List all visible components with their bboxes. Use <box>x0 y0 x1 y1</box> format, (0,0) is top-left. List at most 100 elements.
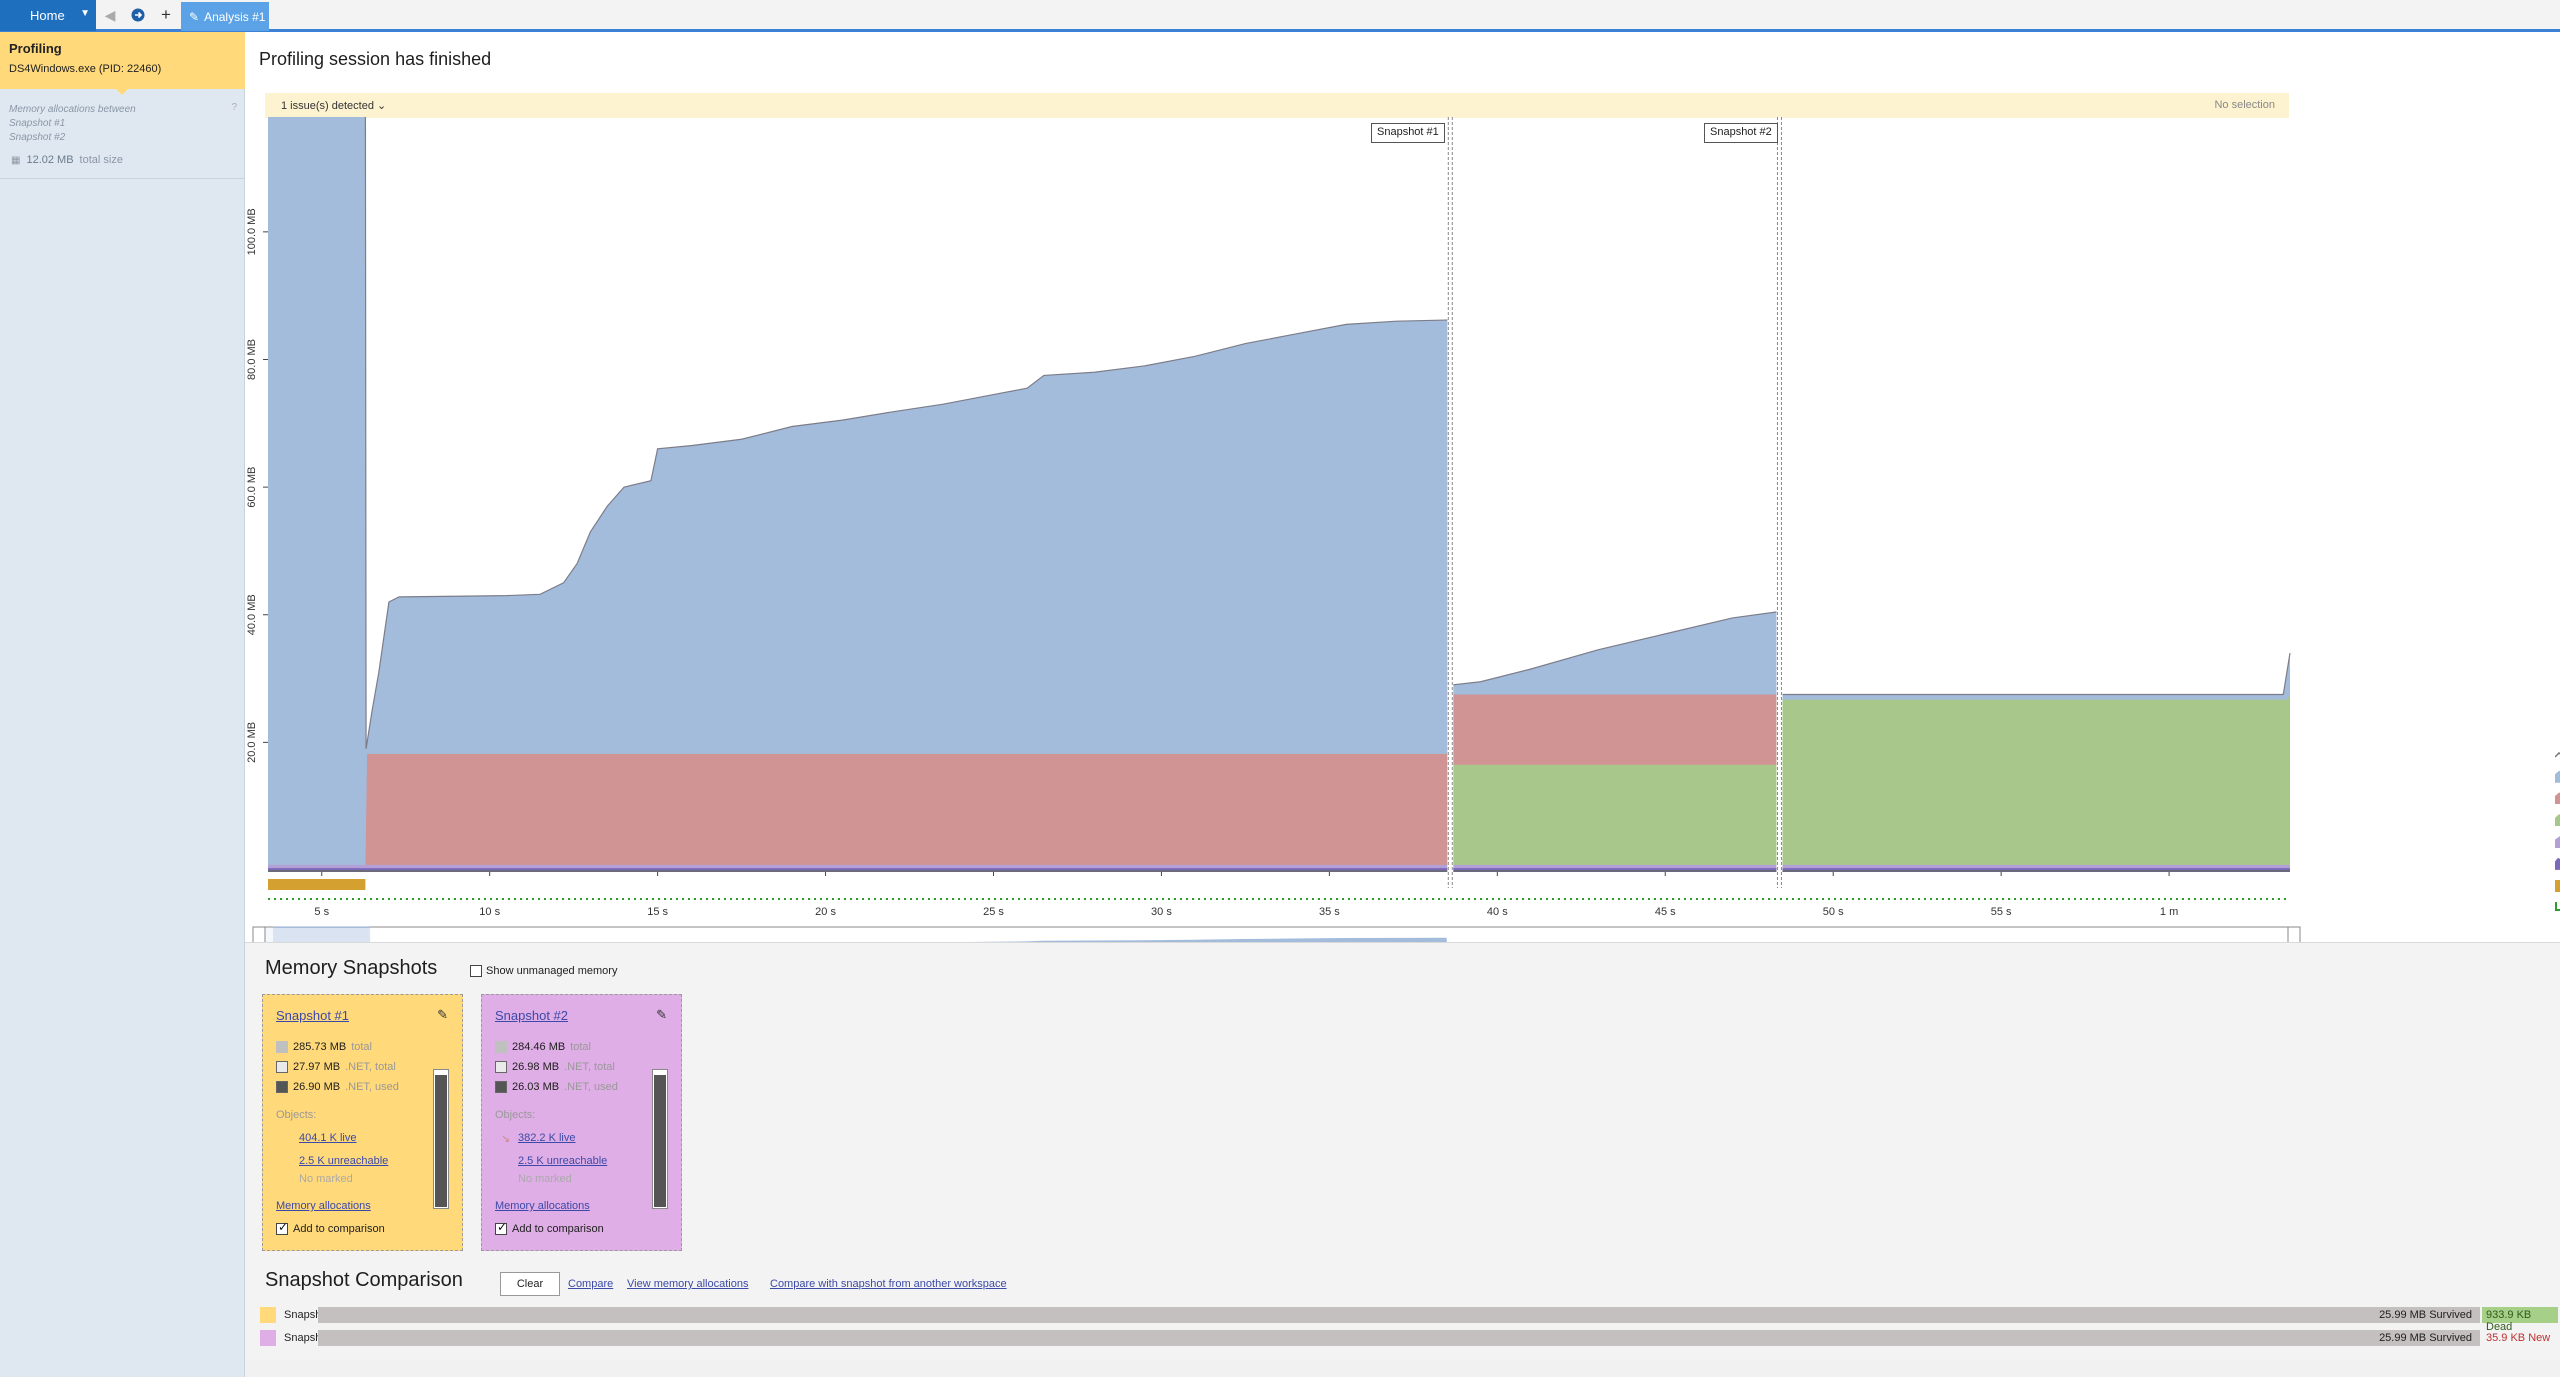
survived-label: 25.99 MB Survived <box>2379 1309 2472 1321</box>
net-used-unit: .NET, used <box>345 1081 399 1093</box>
snapshot-2-swatch <box>260 1330 276 1346</box>
snapshot-1-marker[interactable]: Snapshot #1 <box>1371 123 1445 143</box>
snapshot-comparison-title: Snapshot Comparison <box>265 1269 463 1291</box>
pencil-icon: ✎ <box>189 9 200 24</box>
legend-swatch <box>2555 857 2560 870</box>
net-used-unit: .NET, used <box>564 1081 618 1093</box>
memory-allocations-link[interactable]: Memory allocations <box>495 1200 590 1212</box>
total-row: 285.73 MB total <box>276 1041 372 1053</box>
total-size-value: 12.02 MB <box>26 154 74 166</box>
net-total-swatch <box>495 1061 507 1073</box>
x-tick-label: 25 s <box>983 906 1004 918</box>
show-unmanaged-checkbox[interactable]: Show unmanaged memory <box>470 965 617 977</box>
grid-icon: ▦ <box>11 154 21 166</box>
memory-usage-bar <box>433 1069 449 1209</box>
legend-item: Allocated in LOH since GC <box>2555 853 2560 875</box>
x-tick-label: 45 s <box>1655 906 1676 918</box>
net-used-swatch <box>495 1081 507 1093</box>
total-value: 284.46 MB <box>512 1041 566 1053</box>
legend-item: LOH and POH <box>2555 831 2560 853</box>
memory-allocations-link[interactable]: Memory allocations <box>276 1200 371 1212</box>
series-area-allocated-in-loh-since-gc <box>268 868 2290 870</box>
comparison-row[interactable]: Snapshot #1 25.99 MB Survived 933.9 KB D… <box>260 1305 2558 1333</box>
legend-item: Total .NET <box>2554 744 2560 766</box>
alloc-line-1: Memory allocations between <box>9 104 136 115</box>
unreachable-link[interactable]: 2.5 K unreachable <box>299 1155 389 1167</box>
net-total-value: 26.98 MB <box>512 1061 560 1073</box>
chevron-down-icon: ⌄ <box>377 100 387 112</box>
issues-label: 1 issue(s) detected <box>281 100 374 112</box>
survived-bar: 25.99 MB Survived <box>318 1330 2480 1346</box>
memory-usage-fill <box>435 1074 447 1207</box>
net-used-row: 26.90 MB .NET, used <box>276 1081 399 1093</box>
marked-label: No marked <box>299 1173 353 1185</box>
forward-icon[interactable] <box>129 6 147 24</box>
y-tick-label: 20.0 MB <box>246 722 258 763</box>
checkbox-icon[interactable] <box>470 965 482 977</box>
y-tick-label: 40.0 MB <box>246 594 258 635</box>
view-memory-allocations-link[interactable]: View memory allocations <box>627 1278 749 1290</box>
checkbox-icon[interactable] <box>276 1220 288 1235</box>
total-swatch <box>495 1041 507 1053</box>
compare-other-workspace-link[interactable]: Compare with snapshot from another works… <box>770 1278 1007 1290</box>
total-unit: total <box>351 1041 372 1053</box>
total-net-line <box>364 117 2291 749</box>
chevron-down-icon[interactable]: ▼ <box>80 8 90 19</box>
issue-bar: 1 issue(s) detected ⌄ No selection <box>265 93 2289 118</box>
live-objects-link[interactable]: 404.1 K live <box>299 1132 357 1144</box>
unreachable-link[interactable]: 2.5 K unreachable <box>518 1155 608 1167</box>
sidebar: Profiling DS4Windows.exe (PID: 22460) Me… <box>0 32 245 1377</box>
net-total-value: 27.97 MB <box>293 1061 341 1073</box>
tab-analysis[interactable]: ✎ Analysis #1 <box>181 2 269 31</box>
decrease-arrow-icon: ↘ <box>501 1133 511 1145</box>
total-swatch <box>276 1041 288 1053</box>
comparison-row[interactable]: Snapshot #2 25.99 MB Survived 35.9 KB Ne… <box>260 1328 2550 1348</box>
net-total-row: 27.97 MB .NET, total <box>276 1061 396 1073</box>
home-tab[interactable]: Home ▼ <box>0 0 96 31</box>
x-tick-label: 10 s <box>479 906 500 918</box>
objects-label: Objects: <box>276 1109 317 1121</box>
pencil-icon[interactable]: ✎ <box>437 1007 448 1022</box>
net-used-value: 26.90 MB <box>293 1081 341 1093</box>
y-tick-label: 100.0 MB <box>246 208 258 255</box>
x-tick-label: 40 s <box>1487 906 1508 918</box>
series-area-heap-generation-2 <box>268 694 2290 870</box>
x-tick-label: 50 s <box>1823 906 1844 918</box>
objects-label: Objects: <box>495 1109 536 1121</box>
gc-time-bar <box>268 879 366 890</box>
selection-status: No selection <box>2214 99 2275 111</box>
new-label: 35.9 KB New <box>2486 1332 2551 1344</box>
top-tab-bar: Home ▼ ◀ + ✎ Analysis #1 <box>0 0 2560 32</box>
checkbox-icon[interactable] <box>495 1220 507 1235</box>
page-title: Profiling session has finished <box>259 49 492 69</box>
memory-snapshots-title: Memory Snapshots <box>265 957 438 979</box>
memory-usage-fill <box>654 1074 666 1207</box>
memory-allocations-item[interactable]: Memory allocations between Snapshot #1 S… <box>0 94 245 179</box>
add-to-comparison-checkbox[interactable]: Add to comparison <box>495 1220 604 1235</box>
compare-link[interactable]: Compare <box>568 1278 614 1290</box>
live-objects-link[interactable]: 382.2 K live <box>518 1132 576 1144</box>
snapshot-1-title[interactable]: Snapshot #1 <box>276 1008 350 1023</box>
clear-button[interactable]: Clear <box>500 1272 560 1296</box>
help-icon[interactable]: ? <box>231 102 237 113</box>
legend-swatch <box>2555 901 2560 913</box>
series-area-heap-generation-1 <box>268 694 2290 870</box>
pencil-icon[interactable]: ✎ <box>656 1007 667 1022</box>
dead-label: 933.9 KB Dead <box>2482 1307 2558 1333</box>
issues-dropdown[interactable]: 1 issue(s) detected ⌄ <box>281 99 386 112</box>
x-tick-label: 20 s <box>815 906 836 918</box>
memory-timeline-chart[interactable]: 20.0 MB 40.0 MB 60.0 MB 80.0 MB 100.0 MB 5 s 1… <box>245 117 2560 977</box>
snapshot-2-title[interactable]: Snapshot #2 <box>495 1008 569 1023</box>
snapshot-2-marker[interactable]: Snapshot #2 <box>1704 123 1778 143</box>
add-to-comparison-checkbox[interactable]: Add to comparison <box>276 1220 385 1235</box>
total-value: 285.73 MB <box>293 1041 347 1053</box>
net-used-row: 26.03 MB .NET, used <box>495 1081 618 1093</box>
plus-icon[interactable]: + <box>161 5 171 24</box>
survived-bar: 25.99 MB Survived <box>318 1307 2480 1323</box>
survived-label: 25.99 MB Survived <box>2379 1332 2472 1344</box>
total-unit: total <box>570 1041 591 1053</box>
profiling-item[interactable]: Profiling DS4Windows.exe (PID: 22460) <box>0 32 245 89</box>
back-icon[interactable]: ◀ <box>104 6 116 23</box>
legend-item: Heap generation 2 <box>2555 809 2560 831</box>
legend-item: GC Time <box>2555 875 2560 897</box>
